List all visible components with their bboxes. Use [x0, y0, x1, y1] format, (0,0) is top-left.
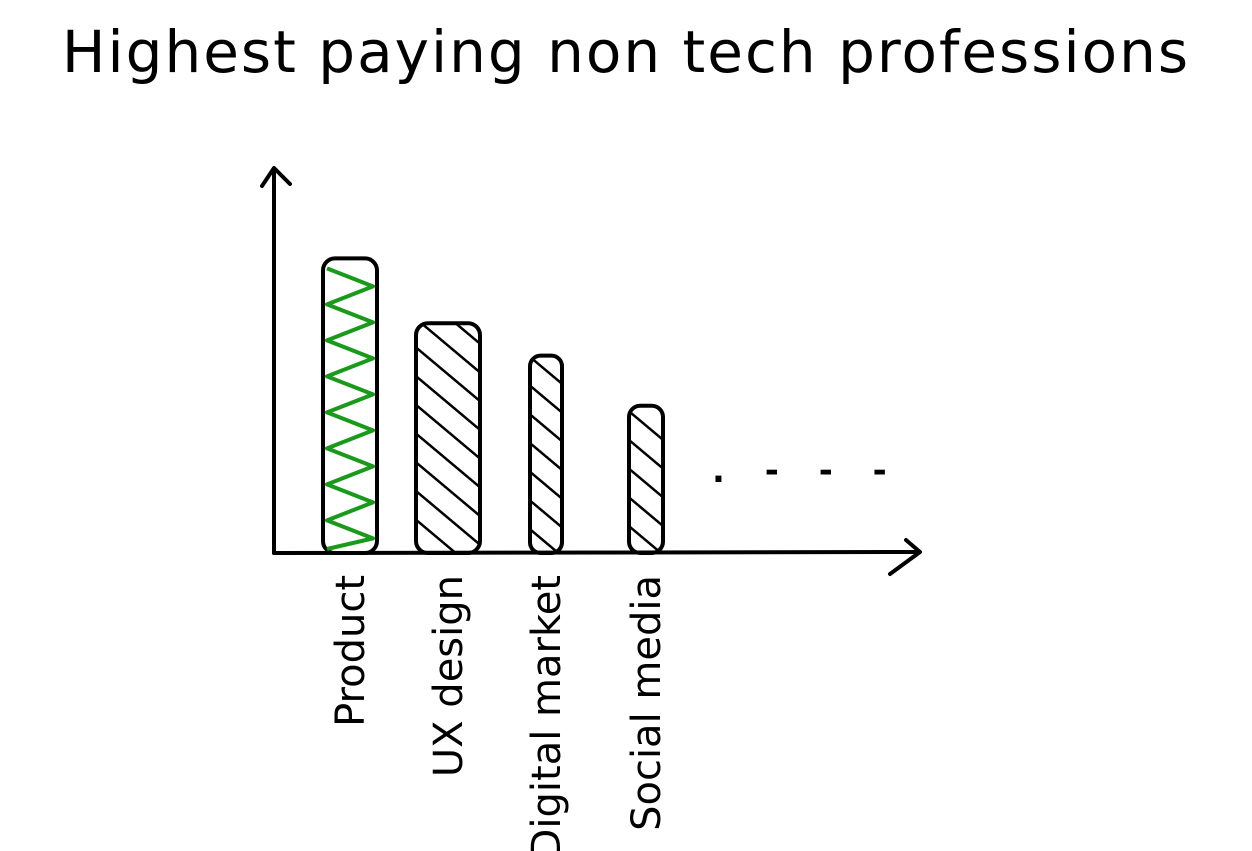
- x-axis-arrow: [888, 538, 922, 576]
- bar-highlight-scribble: [325, 266, 375, 551]
- bar-2: [414, 321, 482, 556]
- continuation-dashes: . - - -: [712, 451, 901, 491]
- x-tick-label-1: Product: [328, 575, 374, 727]
- chart-title: Highest paying non tech professions: [61, 18, 1191, 86]
- x-axis: [272, 550, 920, 555]
- x-tick-label-2: UX design: [426, 575, 472, 777]
- bar-4: [627, 403, 665, 556]
- y-axis-arrow: [260, 166, 292, 188]
- chart-axes: [260, 166, 922, 576]
- bar-3: [528, 353, 564, 555]
- x-tick-label-4: Social media: [624, 575, 670, 831]
- x-tick-label-3: Digital market: [524, 575, 570, 851]
